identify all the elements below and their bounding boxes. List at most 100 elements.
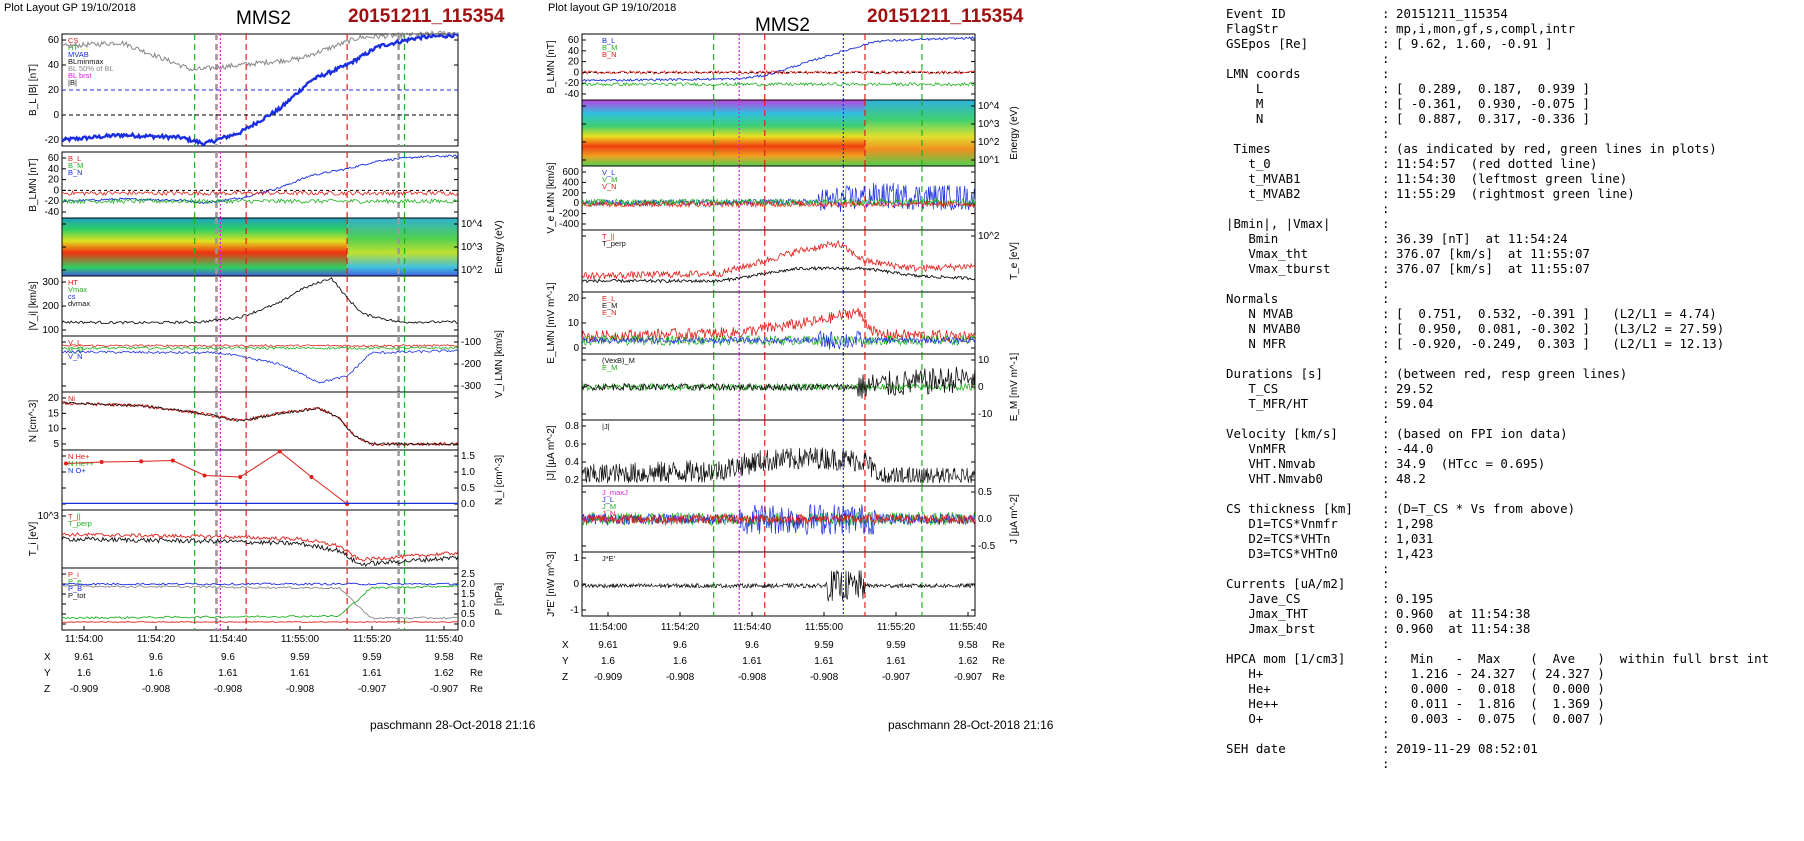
pos-unit: Re: [470, 652, 483, 663]
t-par-trace: [61, 532, 459, 562]
info-value: [1396, 276, 1796, 291]
info-colon: :: [1382, 321, 1390, 336]
info-value: -44.0: [1396, 441, 1434, 456]
y-tick-label: 0: [573, 198, 579, 209]
y-axis-label: J*E' [nW m^-3]: [546, 551, 557, 617]
info-key: [1226, 51, 1382, 66]
pos-value: 9.6: [221, 652, 235, 663]
y-tick-label: 0.2: [565, 475, 579, 486]
legend-entry: E_M: [602, 363, 617, 372]
y-tick-label: 10^3: [38, 511, 60, 522]
he-plusplus-point: [202, 473, 207, 478]
info-row: SEH date:2019-11-29 08:52:01: [1226, 741, 1796, 756]
pos-value: 1.6: [77, 668, 91, 679]
panel-frame: [61, 391, 459, 451]
y-tick-label: 0: [573, 579, 579, 590]
y-axis-label: N [cm^-3]: [28, 400, 39, 443]
info-key: Times: [1226, 141, 1271, 156]
info-key: H+: [1226, 666, 1264, 681]
pos-row-label: Y: [562, 656, 569, 667]
info-row: :: [1226, 561, 1796, 576]
info-value: [ 0.950, 0.081, -0.302 ] (L3/L2 = 27.59): [1396, 321, 1725, 336]
pos-value: -0.907: [882, 672, 911, 683]
y-tick-label: 5: [53, 439, 59, 450]
y-tick-label: 0.5: [978, 487, 992, 498]
info-colon: :: [1382, 636, 1390, 651]
pos-value: 1.61: [742, 656, 762, 667]
y-tick-label: 0.0: [461, 499, 475, 510]
info-key: N MFR: [1226, 336, 1286, 351]
info-colon: :: [1382, 486, 1390, 501]
info-key: [1226, 726, 1382, 741]
info-colon: :: [1382, 591, 1390, 606]
info-row: T_CS:29.52: [1226, 381, 1796, 396]
info-key: t_MVAB1: [1226, 171, 1301, 186]
y-tick-label: 2.5: [461, 569, 475, 580]
info-key: |Bmin|, |Vmax|: [1226, 216, 1331, 231]
info-colon: :: [1382, 81, 1390, 96]
info-colon: :: [1382, 576, 1390, 591]
y-tick-label: 60: [48, 153, 60, 164]
info-key: t_MVAB2: [1226, 186, 1301, 201]
info-colon: :: [1382, 141, 1390, 156]
info-key: [1226, 561, 1382, 576]
info-colon: :: [1382, 351, 1390, 366]
info-key: Currents [uA/m2]: [1226, 576, 1346, 591]
y-tick-label: -0.5: [978, 541, 996, 552]
y-tick-label: -20: [565, 78, 580, 89]
x-tick-label: 11:54:40: [209, 634, 248, 645]
info-row: M: [ -0.361, 0.930, -0.075 ]: [1226, 96, 1796, 111]
j-magnitude-trace: [581, 447, 976, 484]
te-perp-trace: [581, 265, 976, 284]
info-colon: :: [1382, 216, 1390, 231]
x-tick-label: 11:54:20: [137, 634, 176, 645]
x-tick-label: 11:55:20: [877, 622, 916, 633]
vn-trace: [61, 349, 459, 384]
info-colon: :: [1382, 96, 1390, 111]
info-value: [1396, 726, 1796, 741]
y-tick-label: 200: [562, 188, 579, 199]
info-key: Durations [s]: [1226, 366, 1323, 381]
info-key: [1226, 756, 1382, 771]
x-tick-label: 11:55:00: [281, 634, 320, 645]
pe-trace: [61, 621, 459, 623]
info-value: [1396, 216, 1796, 231]
info-row: N: [ 0.887, 0.317, -0.336 ]: [1226, 111, 1796, 126]
info-value: [1396, 636, 1796, 651]
info-colon: :: [1382, 426, 1390, 441]
y-tick-label: 600: [562, 167, 579, 178]
info-row: He+: 0.000 - 0.018 ( 0.000 ): [1226, 681, 1796, 696]
y-axis-label: B_LMN [nT]: [546, 40, 557, 94]
legend-entry: J_L: [602, 495, 614, 504]
pos-value: 1.6: [673, 656, 687, 667]
legend-entry: BLminmax: [68, 57, 104, 66]
info-value: 48.2: [1396, 471, 1426, 486]
ni-trace: [61, 401, 459, 446]
he-plusplus-point: [277, 449, 282, 454]
pos-value: -0.909: [594, 672, 623, 683]
pos-value: 9.61: [74, 652, 94, 663]
x-tick-label: 11:55:40: [949, 622, 988, 633]
legend-entry: B_M: [68, 161, 83, 170]
y-tick-label: 200: [42, 301, 59, 312]
info-colon: :: [1382, 291, 1390, 306]
info-value: [1396, 756, 1796, 771]
info-row: :: [1226, 351, 1796, 366]
info-row: Durations [s]: (between red, resp green l…: [1226, 366, 1796, 381]
y-tick-label: 20: [48, 85, 60, 96]
te-par-trace: [581, 240, 976, 281]
ve-n-trace: [581, 200, 976, 209]
y-tick-label: -200: [461, 359, 481, 370]
info-row: Jave_CS:0.195: [1226, 591, 1796, 606]
pos-value: 9.59: [886, 640, 906, 651]
info-key: Normals: [1226, 291, 1279, 306]
pos-value: -0.908: [810, 672, 839, 683]
y-tick-label: 100: [42, 325, 59, 336]
y-axis-label: Energy (eV): [1009, 106, 1020, 159]
panel-frame: [581, 229, 976, 293]
info-row: O+: 0.003 - 0.075 ( 0.007 ): [1226, 711, 1796, 726]
e-n-trace: [581, 307, 976, 343]
pos-value: -0.909: [70, 684, 99, 695]
info-colon: :: [1382, 21, 1390, 36]
